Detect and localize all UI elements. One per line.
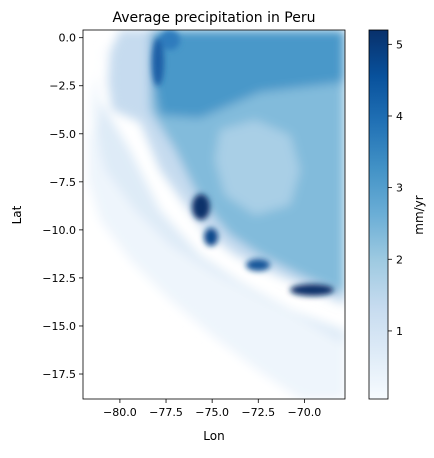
x-axis-label: Lon xyxy=(203,429,224,443)
colorbar-tick-label: 3 xyxy=(396,182,403,195)
hotspot-ridge-far-north xyxy=(160,30,180,50)
x-tick-label: −72.5 xyxy=(241,406,275,419)
field-desert-fringe xyxy=(88,38,345,399)
y-tick-label: −2.5 xyxy=(49,80,76,93)
y-tick-label: 0.0 xyxy=(59,32,77,45)
x-tick-label: −80.0 xyxy=(103,406,137,419)
x-tick-label: −70.0 xyxy=(288,406,322,419)
plot-frame xyxy=(82,29,346,400)
chart-title: Average precipitation in Peru xyxy=(113,10,316,26)
x-axis: −80.0 −77.5 −75.0 −72.5 −70.0 xyxy=(103,399,321,419)
colorbar-tick-label: 1 xyxy=(396,325,403,338)
y-tick-label: −17.5 xyxy=(42,368,76,381)
colorbar-tick-label: 4 xyxy=(396,110,403,123)
colorbar-tick-label: 2 xyxy=(396,253,403,266)
colorbar-axis: 1 2 3 4 5 xyxy=(388,38,403,338)
hotspot-layer xyxy=(152,30,334,296)
y-tick-label: −12.5 xyxy=(42,272,76,285)
hotspot-pachitea xyxy=(204,228,218,246)
y-tick-label: −10.0 xyxy=(42,224,76,237)
hotspot-ucayali-south xyxy=(246,259,270,271)
hotspot-huallaga xyxy=(192,194,210,220)
field-wet-northwest xyxy=(152,30,345,118)
precipitation-field xyxy=(88,30,345,399)
y-axis-label: Lat xyxy=(10,205,24,224)
hotspot-madre-de-dios xyxy=(290,284,334,296)
y-tick-label: −5.0 xyxy=(49,128,76,141)
x-tick-label: −77.5 xyxy=(149,406,183,419)
colorbar-tick-label: 5 xyxy=(396,38,403,51)
y-axis: 0.0 −2.5 −5.0 −7.5 −10.0 −12.5 −15.0 −17.5 xyxy=(42,32,83,381)
colorbar xyxy=(368,29,389,400)
x-tick-label: −75.0 xyxy=(195,406,229,419)
field-central-plateau-light xyxy=(215,120,300,215)
y-tick-label: −7.5 xyxy=(49,176,76,189)
y-tick-label: −15.0 xyxy=(42,320,76,333)
plot-area xyxy=(83,30,345,399)
colorbar-label: mm/yr xyxy=(412,195,426,235)
hotspot-ridge-north xyxy=(152,38,164,86)
